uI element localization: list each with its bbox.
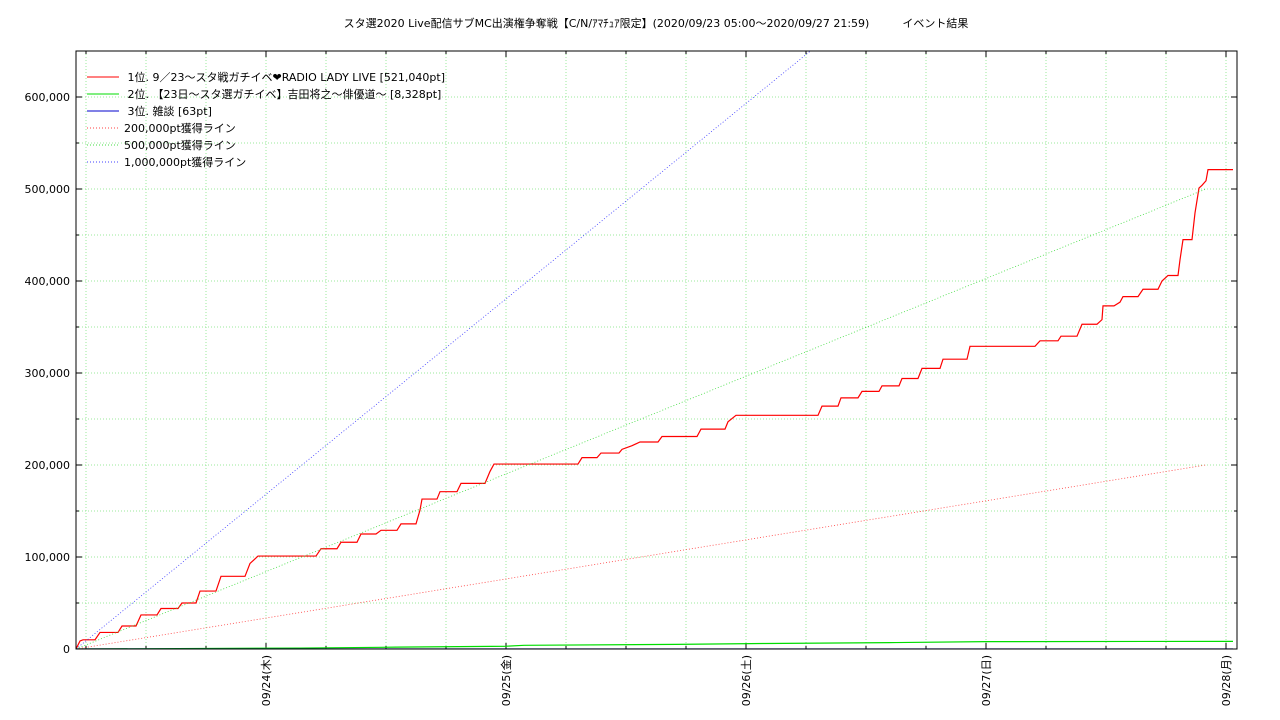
x-tick-label: 09/28(月) (1220, 655, 1233, 706)
y-tick-label: 200,000 (25, 459, 71, 472)
legend-label: 200,000pt獲得ライン (124, 122, 236, 135)
y-tick-label: 100,000 (25, 551, 71, 564)
y-tick-label: 600,000 (25, 91, 71, 104)
x-tick-label: 09/27(日) (980, 655, 993, 706)
series-line (76, 188, 1206, 649)
x-tick-label: 09/24(木) (260, 655, 273, 706)
legend-label: 1位. 9／23〜スタ戦ガチイベ❤RADIO LADY LIVE [521,04… (124, 70, 445, 84)
legend-label: 500,000pt獲得ライン (124, 139, 236, 152)
y-tick-label: 400,000 (25, 275, 71, 288)
chart-title: スタ選2020 Live配信サブMC出演権争奪戦【C/N/ｱﾏﾁｭｱ限定】(20… (344, 16, 969, 30)
y-tick-label: 500,000 (25, 183, 71, 196)
y-tick-label: 0 (63, 643, 70, 656)
legend-label: 3位. 雑談 [63pt] (124, 104, 212, 118)
series-line (76, 169, 1233, 649)
legend-label: 2位. 【23日〜スタ選ガチイベ】吉田将之〜俳優道〜 [8,328pt] (124, 87, 441, 101)
x-tick-label: 09/26(土) (740, 655, 753, 706)
y-tick-label: 300,000 (25, 367, 71, 380)
legend-label: 1,000,000pt獲得ライン (124, 156, 246, 169)
x-tick-label: 09/25(金) (499, 655, 513, 706)
plot-frame (75, 50, 1238, 650)
series-line (76, 640, 1234, 649)
